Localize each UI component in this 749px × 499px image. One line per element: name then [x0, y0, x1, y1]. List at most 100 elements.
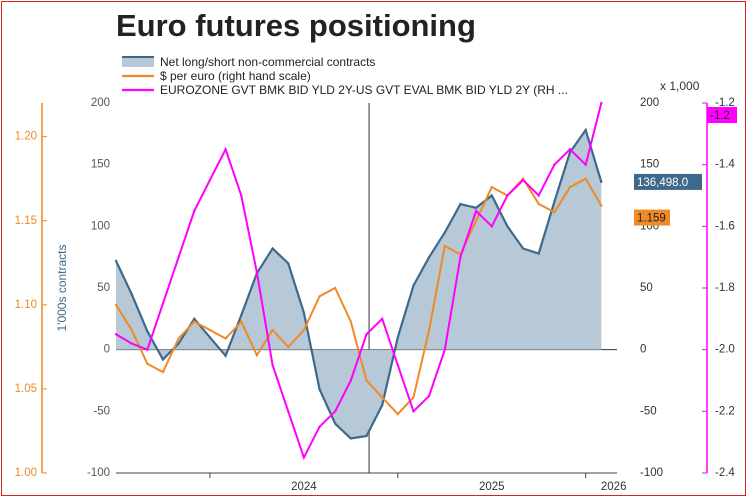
- series-spread-point: [365, 333, 368, 336]
- series-spread-point: [130, 342, 133, 345]
- series-spread-point: [490, 225, 493, 228]
- series-spread-point: [255, 271, 259, 274]
- series-eurusd-point: [161, 370, 165, 374]
- series-spread-point: [240, 194, 243, 197]
- series-eurusd-point: [537, 202, 540, 206]
- legend-spread-label: EUROZONE GVT BMK BID YLD 2Y-US GVT EVAL …: [160, 83, 568, 97]
- net-last-badge: [634, 173, 702, 190]
- spread-tick: -2.4: [715, 467, 735, 479]
- series-spread-point: [193, 209, 196, 213]
- series-net-point: [208, 336, 212, 339]
- series-net-point: [380, 403, 384, 407]
- series-spread-point: [224, 148, 227, 151]
- series-net-point: [459, 202, 462, 206]
- right-net-tick: -100: [640, 467, 663, 479]
- left-net-tick: 0: [104, 344, 110, 356]
- series-spread-point: [177, 255, 180, 259]
- left-net-tick: 50: [97, 282, 110, 294]
- series-eurusd-point: [255, 354, 259, 357]
- spread-last-badge: [707, 107, 737, 123]
- series-spread-point: [114, 333, 118, 336]
- series-net-point: [177, 342, 180, 345]
- series-spread-point: [553, 163, 556, 166]
- series-eurusd-point: [568, 185, 572, 189]
- spread-tick: -1.8: [715, 282, 735, 294]
- series-spread-point: [302, 456, 306, 459]
- spread-tick: -1.4: [715, 159, 735, 171]
- series-spread-point: [161, 302, 165, 305]
- series-net-point: [521, 247, 525, 250]
- series-eurusd-point: [349, 320, 353, 323]
- series-net-point: [349, 437, 353, 440]
- eurusd-tick: 1.05: [15, 383, 37, 395]
- legend-eurusd-label: $ per euro (right hand scale): [160, 69, 311, 83]
- series-net-point: [412, 284, 415, 287]
- series-spread-point: [333, 410, 337, 413]
- legend-net-swatch: [122, 57, 154, 67]
- eurusd-tick: 1.00: [15, 467, 37, 479]
- series-spread-point: [568, 148, 572, 151]
- series-spread-point: [459, 255, 462, 259]
- series-net-point: [318, 387, 321, 391]
- series-spread-point: [584, 163, 587, 166]
- series-spread-point: [506, 194, 509, 197]
- series-eurusd-point: [146, 362, 149, 365]
- right-net-tick: -50: [640, 405, 657, 417]
- left-net-tick: -50: [93, 405, 110, 417]
- series-net-point: [600, 180, 603, 184]
- series-net-point: [568, 151, 572, 154]
- series-eurusd-point: [553, 211, 556, 214]
- series-spread-point: [396, 363, 400, 367]
- spread-last-value: -1.2: [710, 110, 730, 122]
- series-eurusd-point: [287, 345, 290, 349]
- series-spread-point: [208, 178, 212, 182]
- series-spread-point: [412, 410, 415, 413]
- series-spread-point: [349, 379, 353, 382]
- eurusd-last-value: 1.159: [637, 213, 666, 225]
- series-spread-point: [380, 317, 384, 321]
- series-net-point: [396, 336, 400, 339]
- series-net-point: [584, 128, 587, 132]
- x-tick-label: 2025: [479, 481, 505, 493]
- spread-tick: -1.2: [715, 97, 735, 109]
- series-net-point: [114, 259, 118, 263]
- series-eurusd-point: [427, 328, 431, 332]
- series-eurusd-point: [396, 412, 400, 416]
- eurusd-tick: 1.15: [15, 215, 37, 227]
- series-eurusd-point: [240, 320, 243, 323]
- series-eurusd-point: [412, 396, 415, 399]
- series-eurusd-point: [271, 328, 274, 332]
- eurusd-tick: 1.10: [15, 299, 37, 311]
- right-axis-unit: x 1,000: [660, 79, 700, 93]
- right-net-tick: 0: [640, 344, 646, 356]
- series-spread-point: [427, 394, 431, 398]
- series-net-point: [506, 225, 509, 228]
- spread-tick: -2.2: [715, 405, 735, 417]
- left-net-tick: 100: [91, 220, 110, 232]
- series-eurusd-point: [365, 379, 368, 382]
- left-net-tick: 200: [91, 97, 110, 109]
- series-eurusd-point: [130, 328, 133, 332]
- right-net-tick: 150: [640, 159, 659, 171]
- series-net-point: [365, 434, 368, 438]
- series-eurusd-point: [584, 177, 587, 180]
- net-last-value: 136,498.0: [637, 177, 688, 189]
- series-eurusd-point: [208, 328, 212, 332]
- series-eurusd-point: [114, 303, 118, 307]
- series-eurusd-point: [224, 337, 227, 340]
- series-eurusd-point: [443, 244, 446, 248]
- series-eurusd-point: [474, 219, 478, 222]
- right-net-tick: 200: [640, 97, 659, 109]
- series-spread-point: [521, 178, 525, 182]
- series-net-point: [490, 194, 493, 197]
- series-net-point: [427, 255, 431, 259]
- series-eurusd-point: [318, 295, 321, 298]
- series-eurusd-point: [193, 320, 196, 323]
- series-spread-point: [474, 209, 478, 213]
- left-axis-label: 1'000s contracts: [55, 244, 69, 331]
- series-net-point: [240, 313, 243, 317]
- spread-tick: -2.0: [715, 344, 735, 356]
- series-net-point: [193, 317, 196, 321]
